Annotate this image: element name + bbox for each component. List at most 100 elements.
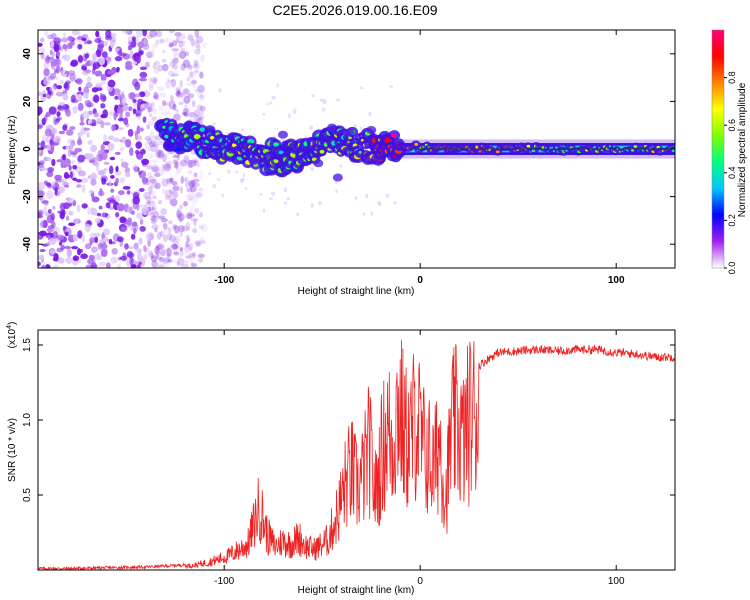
colorbar-segment xyxy=(712,137,724,140)
noise-speckle xyxy=(194,69,199,74)
noise-speckle xyxy=(193,240,202,245)
noise-speckle xyxy=(71,30,79,36)
noise-speckle xyxy=(262,112,266,116)
noise-speckle xyxy=(167,227,172,233)
noise-speckle xyxy=(84,69,92,73)
noise-speckle xyxy=(276,83,279,88)
noise-speckle xyxy=(179,159,188,167)
noise-speckle xyxy=(175,160,179,170)
noise-speckle xyxy=(102,237,110,243)
noise-speckle xyxy=(131,36,136,42)
noise-speckle xyxy=(53,43,60,53)
noise-speckle xyxy=(164,101,171,107)
noise-speckle xyxy=(365,193,369,199)
noise-speckle xyxy=(103,167,108,172)
noise-speckle xyxy=(185,82,193,86)
noise-speckle xyxy=(107,135,115,141)
noise-speckle xyxy=(148,200,156,207)
noise-speckle xyxy=(187,242,194,251)
noise-speckle xyxy=(49,49,53,56)
colorbar-segment xyxy=(712,85,724,89)
noise-speckle xyxy=(178,225,185,233)
noise-speckle xyxy=(169,173,173,181)
noise-speckle xyxy=(52,205,56,210)
noise-speckle xyxy=(89,122,97,127)
noise-speckle xyxy=(162,100,167,107)
noise-speckle xyxy=(49,91,54,96)
noise-speckle xyxy=(114,95,119,100)
colorbar-segment xyxy=(712,103,724,106)
noise-speckle xyxy=(152,62,157,70)
colorbar-segment xyxy=(712,248,724,251)
colorbar-segment xyxy=(712,238,724,241)
colorbar-segment xyxy=(712,105,724,108)
noise-speckle xyxy=(269,101,273,105)
noise-speckle xyxy=(100,93,107,103)
noise-speckle xyxy=(187,104,192,114)
snr-xtick-label: 100 xyxy=(608,576,625,587)
noise-speckle xyxy=(151,135,158,144)
noise-speckle xyxy=(120,158,124,164)
noise-speckle xyxy=(172,103,177,111)
noise-speckle xyxy=(193,218,197,227)
noise-speckle xyxy=(147,238,151,247)
noise-speckle xyxy=(166,253,170,263)
noise-speckle xyxy=(38,42,43,47)
colorbar-segment xyxy=(712,131,724,134)
noise-speckle xyxy=(173,160,178,169)
ridge-blob-core xyxy=(193,133,201,140)
colorbar-segment xyxy=(712,39,724,43)
noise-speckle xyxy=(182,59,191,68)
noise-speckle xyxy=(43,201,49,206)
noise-speckle xyxy=(81,65,87,71)
noise-speckle xyxy=(46,235,51,239)
noise-speckle xyxy=(51,181,56,187)
snr-scale-prefix: (x10 xyxy=(7,328,18,348)
noise-speckle xyxy=(196,162,201,168)
noise-speckle xyxy=(199,109,204,118)
noise-speckle xyxy=(79,121,85,126)
noise-speckle xyxy=(167,187,176,194)
noise-speckle xyxy=(77,55,84,63)
noise-speckle xyxy=(153,164,161,173)
noise-speckle xyxy=(123,117,129,125)
noise-speckle xyxy=(122,185,131,190)
noise-speckle xyxy=(194,48,201,55)
noise-speckle xyxy=(152,107,158,114)
noise-speckle xyxy=(115,195,120,203)
noise-speckle xyxy=(38,230,47,237)
noise-speckle xyxy=(108,199,117,204)
noise-speckle xyxy=(60,244,66,251)
ridge-blob-core xyxy=(199,127,206,132)
snr-axes: Height of straight line (km) SNR (10 * v… xyxy=(6,322,676,596)
noise-speckle xyxy=(187,192,196,198)
noise-speckle xyxy=(86,75,92,83)
noise-speckle xyxy=(162,49,166,54)
noise-speckle xyxy=(84,223,91,233)
noise-speckle xyxy=(159,230,165,237)
colorbar-segment xyxy=(712,152,724,156)
colorbar-segment xyxy=(712,212,724,216)
noise-speckle xyxy=(186,237,191,243)
colorbar-segment xyxy=(712,63,724,67)
noise-speckle xyxy=(360,86,364,90)
colorbar-segment xyxy=(712,154,724,158)
noise-speckle xyxy=(189,204,197,214)
noise-speckle xyxy=(176,39,180,44)
noise-speckle xyxy=(178,40,184,49)
noise-speckle xyxy=(100,175,108,183)
noise-speckle xyxy=(311,94,316,98)
colorbar-segment xyxy=(712,45,724,49)
noise-speckle xyxy=(174,172,179,176)
noise-speckle xyxy=(59,79,65,85)
noise-speckle xyxy=(198,187,203,192)
noise-speckle xyxy=(184,108,190,118)
snr-scale-exponent: 4 xyxy=(6,325,13,329)
colorbar-segment xyxy=(712,240,724,243)
noise-speckle xyxy=(212,184,217,189)
noise-speckle xyxy=(169,234,176,243)
noise-speckle xyxy=(124,172,131,178)
noise-speckle xyxy=(175,235,180,244)
noise-speckle xyxy=(152,115,157,122)
noise-speckle xyxy=(165,179,172,187)
